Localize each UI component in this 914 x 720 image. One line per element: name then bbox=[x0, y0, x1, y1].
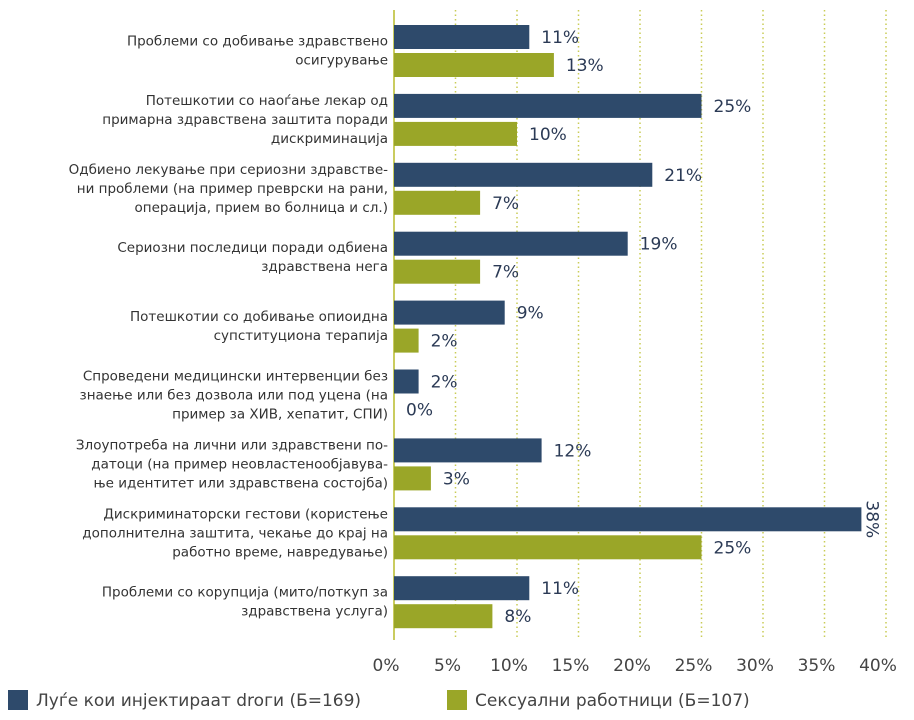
value-label: 2% bbox=[431, 332, 458, 352]
category-label: дискриминација bbox=[271, 131, 388, 147]
category-label: Потешкотии со наоѓање лекар од bbox=[146, 93, 388, 109]
category-label: осигурување bbox=[295, 53, 388, 69]
category-label: работно време, навредување) bbox=[172, 544, 388, 560]
category-label: ње идентитет или здравствена состојба) bbox=[94, 475, 389, 491]
category-label: Спроведени медицински интервенции без bbox=[83, 369, 388, 385]
bar bbox=[394, 93, 702, 118]
category-label: Дискриминаторски гестови (користење bbox=[103, 506, 388, 522]
bar bbox=[394, 466, 431, 491]
x-tick-label: 30% bbox=[736, 656, 774, 676]
bar bbox=[394, 507, 862, 532]
value-label: 21% bbox=[664, 166, 702, 186]
x-tick-label: 0% bbox=[373, 656, 400, 676]
x-tick-label: 25% bbox=[675, 656, 713, 676]
value-label: 7% bbox=[492, 263, 519, 283]
value-label: 9% bbox=[517, 304, 544, 324]
category-label: Сериозни последици поради одбиена bbox=[117, 240, 388, 256]
value-label: 11% bbox=[541, 28, 579, 48]
category-label: супституциона терапија bbox=[214, 328, 388, 344]
legend-swatch bbox=[8, 690, 28, 710]
bar bbox=[394, 604, 493, 629]
category-label: Проблеми со корупција (мито/поткуп за bbox=[102, 585, 388, 601]
x-tick-label: 35% bbox=[798, 656, 836, 676]
bar bbox=[394, 121, 517, 146]
category-label: дополнителна заштита, чекање до крај на bbox=[82, 525, 388, 541]
category-label: ни проблеми (на пример преврски на рани, bbox=[77, 181, 388, 197]
category-label: операција, прием во болница и сл.) bbox=[134, 200, 388, 216]
x-tick-label: 5% bbox=[434, 656, 461, 676]
bar bbox=[394, 162, 653, 187]
category-label: пример за ХИВ, хепатит, СПИ) bbox=[172, 407, 388, 423]
value-label: 12% bbox=[554, 441, 592, 461]
bar bbox=[394, 438, 542, 463]
legend-swatch bbox=[447, 690, 467, 710]
category-label: датоци (на пример неовластенообјавува- bbox=[91, 456, 388, 472]
legend-label: Сексуални работници (Б=107) bbox=[475, 691, 750, 711]
bar bbox=[394, 369, 419, 394]
value-label: 3% bbox=[443, 469, 470, 489]
bar bbox=[394, 328, 419, 353]
value-label: 25% bbox=[714, 97, 752, 117]
category-label: Потешкотии со добивање опиоидна bbox=[130, 309, 388, 325]
value-label: 38% bbox=[861, 500, 881, 538]
category-label: здравствена нега bbox=[261, 259, 388, 275]
category-label: Одбиено лекување при сериозни здравстве- bbox=[69, 162, 388, 178]
value-label: 7% bbox=[492, 194, 519, 214]
value-label: 13% bbox=[566, 56, 604, 76]
bar bbox=[394, 25, 530, 49]
value-label: 25% bbox=[714, 538, 752, 558]
category-label: здравствена услуга) bbox=[241, 604, 388, 620]
legend-label: Луѓе кои инјектираат droги (Б=169) bbox=[36, 691, 361, 711]
category-label: Проблеми со добивање здравствено bbox=[127, 34, 388, 50]
bar bbox=[394, 190, 481, 215]
category-label: примарна здравствена заштита поради bbox=[102, 112, 388, 128]
bar bbox=[394, 231, 628, 256]
value-label: 11% bbox=[541, 579, 579, 599]
x-tick-label: 15% bbox=[552, 656, 590, 676]
value-label: 0% bbox=[406, 401, 433, 421]
category-label: знаење или без дозвола или под уцена (на bbox=[80, 388, 388, 404]
bar bbox=[394, 576, 530, 601]
category-label: Злоупотреба на лични или здравствени по- bbox=[76, 437, 388, 453]
bar bbox=[394, 53, 554, 77]
value-label: 8% bbox=[504, 607, 531, 627]
value-label: 10% bbox=[529, 125, 567, 145]
value-label: 19% bbox=[640, 235, 678, 255]
bar bbox=[394, 300, 505, 325]
x-tick-label: 40% bbox=[859, 656, 897, 676]
x-tick-label: 10% bbox=[490, 656, 528, 676]
bar bbox=[394, 535, 702, 560]
bar bbox=[394, 259, 481, 284]
value-label: 2% bbox=[431, 373, 458, 393]
x-tick-label: 20% bbox=[613, 656, 651, 676]
